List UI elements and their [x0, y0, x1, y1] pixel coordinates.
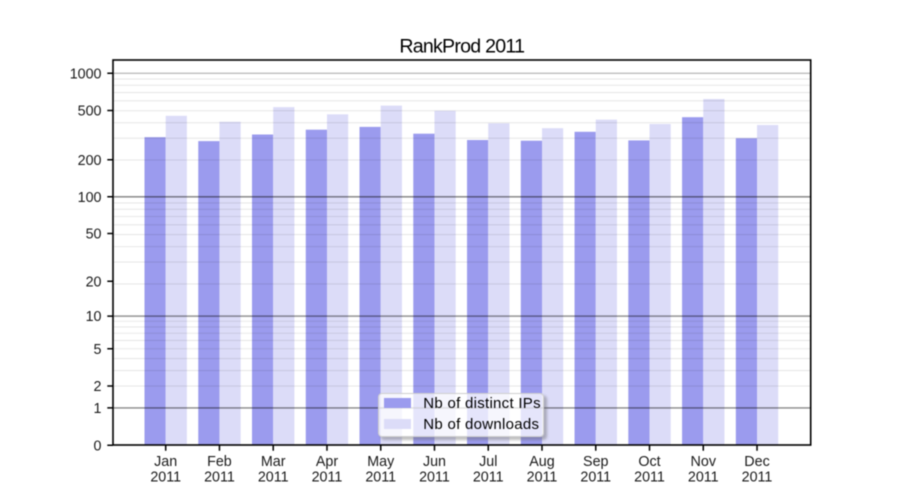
- svg-text:Dec: Dec: [744, 454, 769, 470]
- svg-text:2011: 2011: [688, 470, 719, 486]
- svg-text:2011: 2011: [742, 470, 773, 486]
- svg-text:Jun: Jun: [423, 454, 446, 470]
- svg-text:May: May: [367, 454, 395, 470]
- svg-text:RankProd 2011: RankProd 2011: [399, 35, 524, 57]
- svg-text:2011: 2011: [473, 470, 504, 486]
- svg-text:Sep: Sep: [583, 454, 608, 470]
- svg-text:10: 10: [86, 309, 102, 325]
- svg-text:2011: 2011: [580, 470, 611, 486]
- svg-text:Nov: Nov: [691, 454, 717, 470]
- svg-text:Apr: Apr: [316, 454, 338, 470]
- svg-text:2011: 2011: [419, 470, 450, 486]
- svg-text:2011: 2011: [150, 470, 181, 486]
- svg-text:100: 100: [78, 190, 102, 206]
- svg-text:2011: 2011: [365, 470, 396, 486]
- svg-text:5: 5: [94, 342, 102, 358]
- svg-text:Jan: Jan: [154, 454, 177, 470]
- svg-text:2011: 2011: [634, 470, 665, 486]
- svg-text:Jul: Jul: [479, 454, 497, 470]
- svg-text:1000: 1000: [70, 66, 102, 82]
- svg-text:Oct: Oct: [638, 454, 660, 470]
- svg-text:50: 50: [86, 227, 102, 243]
- svg-text:2011: 2011: [258, 470, 289, 486]
- svg-text:2011: 2011: [527, 470, 558, 486]
- svg-text:2011: 2011: [204, 470, 235, 486]
- svg-text:1: 1: [94, 401, 102, 417]
- svg-text:20: 20: [86, 274, 102, 290]
- svg-text:500: 500: [78, 104, 102, 120]
- svg-text:2: 2: [94, 379, 102, 395]
- svg-text:2011: 2011: [312, 470, 343, 486]
- svg-text:Mar: Mar: [261, 454, 286, 470]
- svg-text:0: 0: [94, 438, 102, 454]
- svg-text:200: 200: [78, 153, 102, 169]
- svg-text:Feb: Feb: [207, 454, 232, 470]
- svg-text:Aug: Aug: [529, 454, 554, 470]
